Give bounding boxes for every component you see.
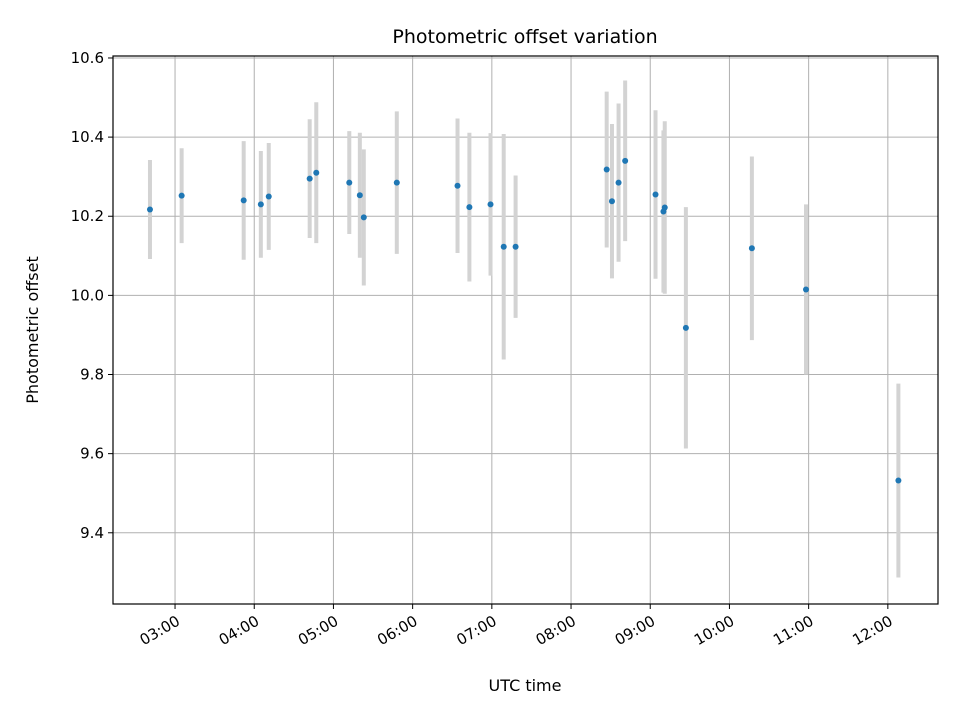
x-axis-ticks: 03:00 04:00 05:00 06:00 07:00 08:00 09:00 10:00… [137, 604, 896, 649]
x-tick-label: 03:00 [137, 612, 183, 649]
data-point [265, 193, 272, 200]
data-point [356, 192, 363, 199]
x-tick-label: 04:00 [216, 612, 262, 649]
data-point [360, 214, 367, 221]
data-point [346, 179, 353, 186]
data-point [240, 197, 247, 204]
y-tick-label: 9.8 [80, 366, 104, 384]
data-point [393, 179, 400, 186]
data-point [466, 204, 473, 211]
data-point [603, 166, 610, 173]
data-point [652, 191, 659, 198]
data-point [146, 206, 153, 213]
data-point [682, 324, 689, 331]
plot-frame [112, 55, 939, 605]
x-tick-label: 06:00 [374, 612, 420, 649]
data-point [622, 157, 629, 164]
y-axis-label: Photometric offset [23, 256, 42, 404]
data-point [306, 175, 313, 182]
data-point [512, 243, 519, 250]
chart-title: Photometric offset variation [392, 26, 657, 48]
data-point [313, 169, 320, 176]
x-axis-label: UTC time [489, 676, 562, 695]
y-tick-label: 10.4 [71, 128, 104, 146]
x-tick-label: 10:00 [691, 612, 737, 649]
y-tick-label: 10.2 [71, 207, 104, 225]
y-tick-label: 9.4 [80, 524, 104, 542]
y-tick-label: 10.0 [71, 286, 104, 304]
data-point [661, 204, 668, 211]
data-point [615, 179, 622, 186]
x-tick-label: 05:00 [295, 612, 341, 649]
y-tick-label: 10.6 [71, 49, 104, 67]
x-tick-label: 08:00 [533, 612, 579, 649]
data-point [895, 477, 902, 484]
data-point [608, 198, 615, 205]
data-points [146, 157, 902, 484]
data-point [500, 243, 507, 250]
data-point [257, 201, 264, 208]
x-tick-label: 07:00 [453, 612, 499, 649]
x-tick-label: 11:00 [770, 612, 816, 649]
data-point [748, 245, 755, 252]
grid-lines [113, 56, 938, 604]
x-tick-label: 09:00 [612, 612, 658, 649]
data-point [178, 192, 185, 199]
data-point [454, 182, 461, 189]
x-tick-label: 12:00 [849, 612, 895, 649]
y-axis-ticks: 9.4 9.6 9.8 10.0 10.2 10.4 10.6 [71, 49, 113, 542]
data-point [803, 286, 809, 293]
error-bars [147, 80, 901, 578]
data-point [487, 201, 494, 208]
y-tick-label: 9.6 [80, 445, 104, 463]
